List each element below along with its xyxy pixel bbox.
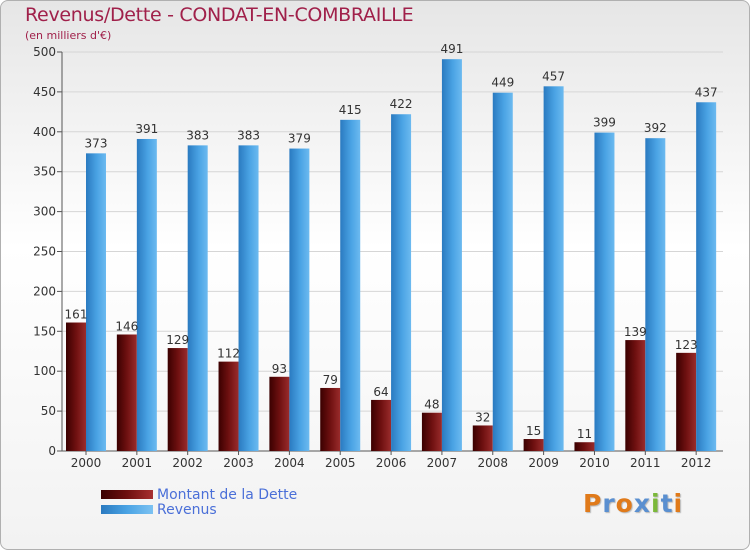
- bar-dette: [574, 442, 595, 451]
- bar-revenus: [543, 86, 564, 452]
- legend-label-dette: Montant de la Dette: [157, 486, 298, 503]
- data-label-dette: 93: [272, 362, 287, 376]
- x-tick-label: 2010: [579, 456, 610, 470]
- bar-dette: [167, 348, 188, 451]
- y-tick-label: 250: [33, 245, 56, 259]
- bar-dette: [269, 376, 290, 451]
- x-tick-label: 2007: [427, 456, 458, 470]
- bar-revenus: [289, 148, 310, 452]
- data-label-revenus: 457: [542, 69, 565, 83]
- legend-label-revenus: Revenus: [157, 501, 217, 518]
- y-tick-label: 200: [33, 284, 56, 298]
- bar-revenus: [645, 138, 666, 451]
- proxiti-logo: Proxiti: [583, 489, 684, 518]
- bar-dette: [625, 340, 646, 451]
- bar-dette: [421, 412, 442, 451]
- legend-swatch-revenus: [101, 505, 153, 514]
- bar-revenus: [86, 153, 106, 451]
- bar-revenus: [340, 119, 361, 451]
- chart-title: Revenus/Dette - CONDAT-EN-COMBRAILLE: [25, 4, 414, 26]
- data-label-revenus: 399: [593, 116, 616, 130]
- bar-dette: [371, 399, 392, 451]
- x-tick-label: 2002: [172, 456, 203, 470]
- bar-dette: [472, 425, 493, 451]
- x-tick-label: 2012: [681, 456, 712, 470]
- data-label-dette: 32: [475, 410, 490, 424]
- legend: Montant de la Dette Revenus: [101, 486, 298, 518]
- x-tick-label: 2005: [325, 456, 356, 470]
- x-tick-label: 2008: [477, 456, 508, 470]
- y-tick-label: 500: [33, 45, 56, 59]
- data-label-revenus: 379: [288, 132, 311, 146]
- data-label-dette: 139: [624, 325, 647, 339]
- data-label-revenus: 383: [186, 128, 209, 142]
- bar-revenus: [492, 92, 513, 451]
- x-tick-label: 2009: [528, 456, 559, 470]
- bar-revenus: [696, 102, 717, 452]
- data-label-dette: 64: [373, 385, 388, 399]
- data-label-dette: 146: [115, 319, 138, 333]
- bar-revenus: [594, 132, 615, 451]
- x-tick-label: 2000: [71, 456, 102, 470]
- x-tick-label: 2001: [122, 456, 153, 470]
- bar-dette: [320, 387, 341, 451]
- data-label-revenus: 437: [695, 85, 718, 99]
- legend-swatch-dette: [101, 490, 153, 499]
- x-tick-label: 2006: [376, 456, 407, 470]
- data-label-revenus: 383: [237, 128, 260, 142]
- bar-dette: [66, 322, 86, 451]
- bar-dette: [218, 361, 239, 451]
- bar-dette: [116, 334, 137, 451]
- bar-revenus: [238, 145, 259, 451]
- data-label-dette: 15: [526, 424, 541, 438]
- x-tick-label: 2004: [274, 456, 305, 470]
- bar-revenus: [391, 114, 412, 451]
- legend-item-dette: Montant de la Dette: [101, 486, 298, 503]
- legend-item-revenus: Revenus: [101, 501, 297, 518]
- data-label-dette: 112: [217, 347, 240, 361]
- y-tick-label: 100: [33, 364, 56, 378]
- y-tick-label: 350: [33, 165, 56, 179]
- bar-revenus: [187, 145, 208, 451]
- data-label-dette: 48: [424, 398, 439, 412]
- data-label-revenus: 392: [644, 121, 667, 135]
- y-tick-label: 300: [33, 205, 56, 219]
- x-tick-label: 2011: [630, 456, 661, 470]
- data-label-revenus: 373: [85, 136, 108, 150]
- x-tick-label: 2003: [223, 456, 254, 470]
- data-label-revenus: 449: [491, 76, 514, 90]
- chart-subtitle: (en milliers d'€): [25, 29, 112, 42]
- data-label-revenus: 415: [339, 103, 362, 117]
- bar-dette: [523, 439, 544, 451]
- data-label-dette: 123: [675, 338, 698, 352]
- y-tick-label: 450: [33, 85, 56, 99]
- y-tick-label: 50: [41, 404, 56, 418]
- data-label-revenus: 391: [135, 122, 158, 136]
- y-tick-label: 0: [48, 444, 56, 458]
- y-tick-label: 400: [33, 125, 56, 139]
- data-label-revenus: 491: [440, 42, 463, 56]
- data-label-dette: 11: [577, 427, 592, 441]
- bar-dette: [676, 352, 697, 451]
- data-label-dette: 129: [166, 333, 189, 347]
- bar-revenus: [136, 138, 157, 451]
- data-label-revenus: 422: [390, 97, 413, 111]
- data-label-dette: 161: [65, 308, 88, 322]
- y-tick-label: 150: [33, 324, 56, 338]
- bar-revenus: [441, 59, 462, 451]
- data-label-dette: 79: [323, 373, 338, 387]
